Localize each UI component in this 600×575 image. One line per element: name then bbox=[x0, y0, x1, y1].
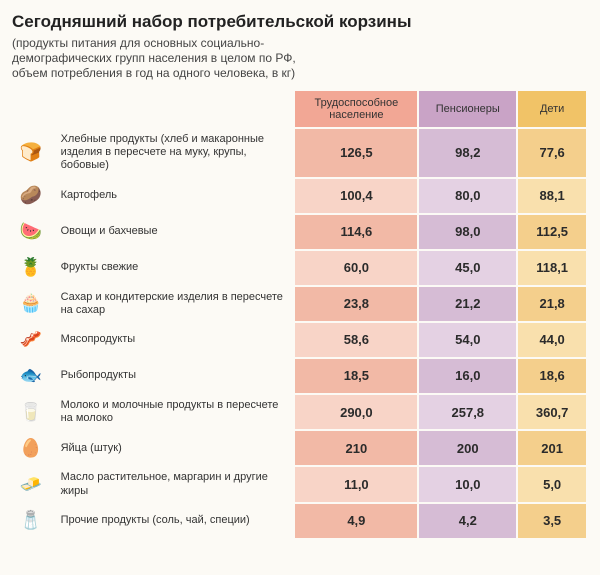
value-cell-working: 114,6 bbox=[295, 215, 417, 249]
value-cell-working: 100,4 bbox=[295, 179, 417, 213]
row-icon-cell: 🍞 bbox=[14, 129, 55, 177]
basket-table: Трудоспособное население Пенсионеры Дети… bbox=[12, 89, 588, 540]
row-label: Рыбопродукты bbox=[57, 359, 294, 393]
header-blank-icon bbox=[14, 91, 55, 127]
row-label: Картофель bbox=[57, 179, 294, 213]
value-cell-pension: 80,0 bbox=[419, 179, 516, 213]
row-label: Мясопродукты bbox=[57, 323, 294, 357]
value-cell-working: 126,5 bbox=[295, 129, 417, 177]
value-cell-working: 23,8 bbox=[295, 287, 417, 321]
header-working: Трудоспособное население bbox=[295, 91, 417, 127]
value-cell-child: 5,0 bbox=[518, 467, 586, 501]
table-row: 🧂 Прочие продукты (соль, чай, специи)4,94… bbox=[14, 504, 586, 538]
row-icon-cell: 🥔 bbox=[14, 179, 55, 213]
vegetable-icon: 🍉 bbox=[16, 217, 46, 247]
value-cell-working: 58,6 bbox=[295, 323, 417, 357]
value-cell-child: 201 bbox=[518, 431, 586, 465]
row-label: Масло растительное, маргарин и другие жи… bbox=[57, 467, 294, 501]
value-cell-pension: 10,0 bbox=[419, 467, 516, 501]
value-cell-pension: 54,0 bbox=[419, 323, 516, 357]
table-row: 🥚 Яйца (штук)210200201 bbox=[14, 431, 586, 465]
row-label: Хлебные продукты (хлеб и макаронные изде… bbox=[57, 129, 294, 177]
row-label: Фрукты свежие bbox=[57, 251, 294, 285]
fruit-icon: 🍍 bbox=[16, 253, 46, 283]
value-cell-pension: 98,2 bbox=[419, 129, 516, 177]
value-cell-working: 210 bbox=[295, 431, 417, 465]
row-label: Сахар и кондитерские изделия в пересчете… bbox=[57, 287, 294, 321]
table-row: 🥓 Мясопродукты58,654,044,0 bbox=[14, 323, 586, 357]
value-cell-child: 112,5 bbox=[518, 215, 586, 249]
table-row: 🐟 Рыбопродукты18,516,018,6 bbox=[14, 359, 586, 393]
row-label: Молоко и молочные продукты в пересчете н… bbox=[57, 395, 294, 429]
table-header-row: Трудоспособное население Пенсионеры Дети bbox=[14, 91, 586, 127]
table-row: 🥛 Молоко и молочные продукты в пересчете … bbox=[14, 395, 586, 429]
row-icon-cell: 🥛 bbox=[14, 395, 55, 429]
row-label: Яйца (штук) bbox=[57, 431, 294, 465]
value-cell-pension: 200 bbox=[419, 431, 516, 465]
value-cell-pension: 4,2 bbox=[419, 504, 516, 538]
table-row: 🍍 Фрукты свежие60,045,0118,1 bbox=[14, 251, 586, 285]
value-cell-child: 360,7 bbox=[518, 395, 586, 429]
page-title: Сегодняшний набор потребительской корзин… bbox=[12, 12, 588, 32]
row-icon-cell: 🧁 bbox=[14, 287, 55, 321]
potato-icon: 🥔 bbox=[16, 181, 46, 211]
value-cell-child: 88,1 bbox=[518, 179, 586, 213]
value-cell-child: 21,8 bbox=[518, 287, 586, 321]
infographic-container: Сегодняшний набор потребительской корзин… bbox=[0, 0, 600, 548]
other-icon: 🧂 bbox=[16, 506, 46, 536]
row-icon-cell: 🐟 bbox=[14, 359, 55, 393]
sugar-icon: 🧁 bbox=[16, 289, 46, 319]
header-pension: Пенсионеры bbox=[419, 91, 516, 127]
table-row: 🧈 Масло растительное, маргарин и другие ж… bbox=[14, 467, 586, 501]
row-icon-cell: 🍉 bbox=[14, 215, 55, 249]
value-cell-child: 18,6 bbox=[518, 359, 586, 393]
row-icon-cell: 🧂 bbox=[14, 504, 55, 538]
table-row: 🧁 Сахар и кондитерские изделия в пересчет… bbox=[14, 287, 586, 321]
bread-icon: 🍞 bbox=[16, 138, 46, 168]
value-cell-pension: 45,0 bbox=[419, 251, 516, 285]
value-cell-working: 60,0 bbox=[295, 251, 417, 285]
row-icon-cell: 🥚 bbox=[14, 431, 55, 465]
value-cell-pension: 98,0 bbox=[419, 215, 516, 249]
value-cell-pension: 257,8 bbox=[419, 395, 516, 429]
value-cell-pension: 21,2 bbox=[419, 287, 516, 321]
header-blank-label bbox=[57, 91, 294, 127]
value-cell-working: 290,0 bbox=[295, 395, 417, 429]
egg-icon: 🥚 bbox=[16, 433, 46, 463]
value-cell-child: 77,6 bbox=[518, 129, 586, 177]
value-cell-child: 3,5 bbox=[518, 504, 586, 538]
row-icon-cell: 🥓 bbox=[14, 323, 55, 357]
value-cell-child: 118,1 bbox=[518, 251, 586, 285]
row-label: Овощи и бахчевые bbox=[57, 215, 294, 249]
oil-icon: 🧈 bbox=[16, 470, 46, 500]
value-cell-pension: 16,0 bbox=[419, 359, 516, 393]
fish-icon: 🐟 bbox=[16, 361, 46, 391]
table-row: 🥔 Картофель100,480,088,1 bbox=[14, 179, 586, 213]
row-label: Прочие продукты (соль, чай, специи) bbox=[57, 504, 294, 538]
header-child: Дети bbox=[518, 91, 586, 127]
row-icon-cell: 🧈 bbox=[14, 467, 55, 501]
meat-icon: 🥓 bbox=[16, 325, 46, 355]
value-cell-working: 11,0 bbox=[295, 467, 417, 501]
value-cell-working: 4,9 bbox=[295, 504, 417, 538]
value-cell-working: 18,5 bbox=[295, 359, 417, 393]
table-row: 🍉 Овощи и бахчевые114,698,0112,5 bbox=[14, 215, 586, 249]
row-icon-cell: 🍍 bbox=[14, 251, 55, 285]
dairy-icon: 🥛 bbox=[16, 397, 46, 427]
page-subtitle: (продукты питания для основных социально… bbox=[12, 36, 332, 81]
value-cell-child: 44,0 bbox=[518, 323, 586, 357]
table-row: 🍞 Хлебные продукты (хлеб и макаронные изд… bbox=[14, 129, 586, 177]
